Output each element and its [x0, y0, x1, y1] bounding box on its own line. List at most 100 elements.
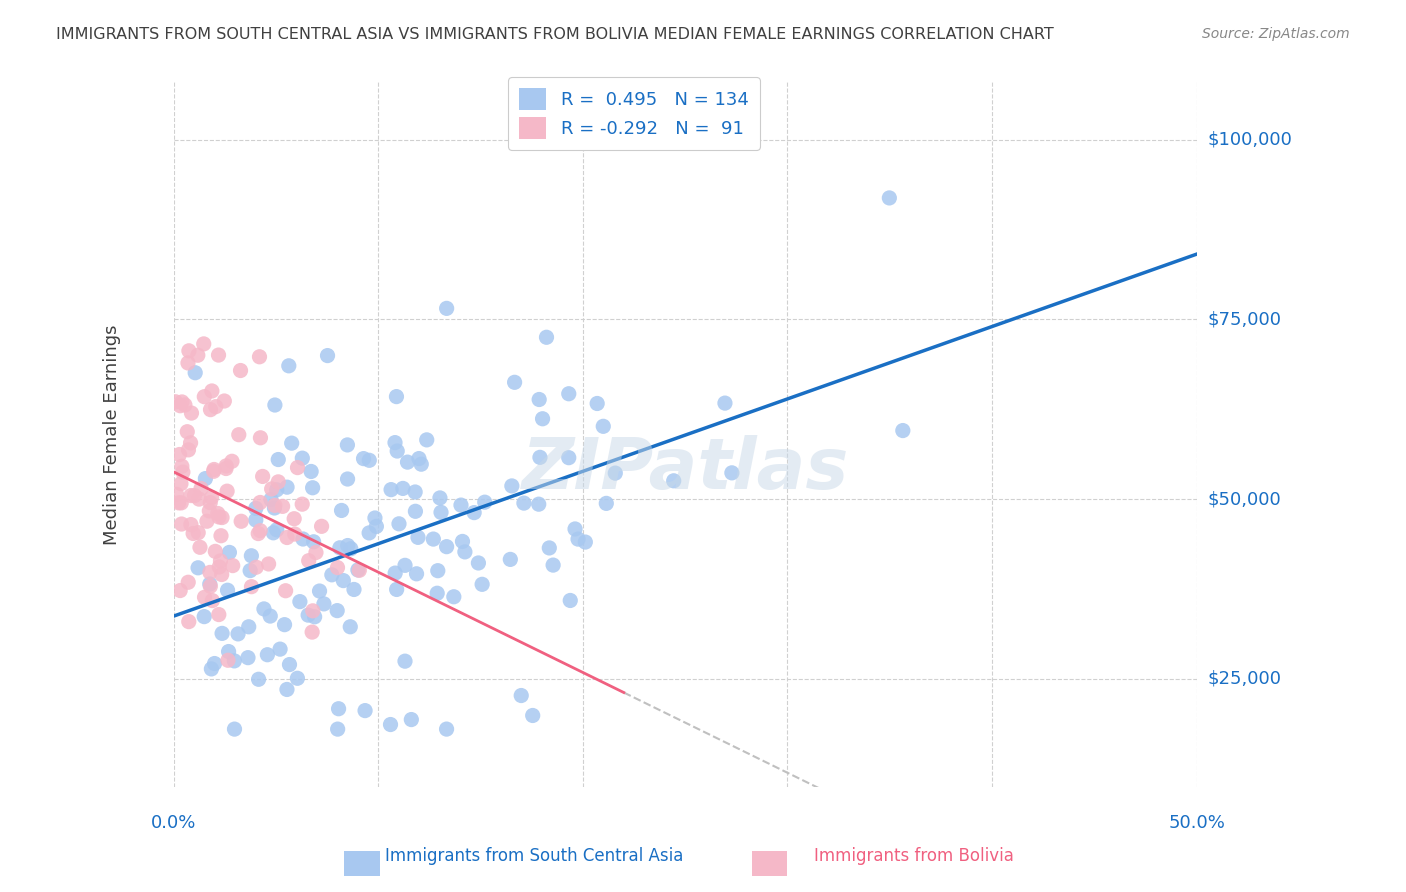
Point [193, 337, 215, 351]
Point [200, 402, 222, 417]
Point [422, 532, 444, 546]
Point [170, 395, 193, 409]
Point [262, 525, 284, 540]
Point [536, 330, 558, 344]
Point [380, 483, 402, 497]
Point [278, 657, 301, 672]
Point [394, 558, 416, 573]
Point [343, 582, 366, 597]
Point [353, 451, 375, 466]
Point [263, 501, 285, 516]
Point [291, 497, 314, 511]
Point [215, 461, 238, 475]
Point [273, 617, 295, 632]
Point [349, 563, 371, 577]
Point [200, 491, 222, 505]
Point [538, 541, 561, 555]
Point [264, 398, 287, 412]
Point [879, 191, 901, 205]
Point [430, 505, 453, 519]
Point [384, 435, 406, 450]
Point [211, 510, 233, 524]
Point [187, 561, 209, 575]
Point [406, 530, 429, 544]
Point [208, 510, 231, 524]
Point [396, 455, 419, 469]
Point [450, 498, 472, 512]
Point [222, 558, 245, 573]
Point [208, 607, 231, 622]
Point [336, 438, 359, 452]
Point [180, 517, 202, 532]
Point [359, 525, 381, 540]
Point [429, 491, 451, 505]
Point [198, 566, 221, 580]
Point [207, 507, 229, 521]
Point [257, 557, 280, 571]
Point [177, 442, 200, 457]
Point [177, 343, 200, 358]
Point [721, 466, 744, 480]
Point [238, 620, 260, 634]
Point [336, 472, 359, 486]
Point [266, 523, 288, 537]
Point [183, 489, 205, 503]
Text: 50.0%: 50.0% [1168, 814, 1225, 832]
Point [207, 348, 229, 362]
Point [291, 532, 314, 546]
Point [297, 608, 319, 623]
Point [209, 554, 232, 568]
Point [188, 541, 211, 555]
Point [198, 577, 221, 591]
Text: IMMIGRANTS FROM SOUTH CENTRAL ASIA VS IMMIGRANTS FROM BOLIVIA MEDIAN FEMALE EARN: IMMIGRANTS FROM SOUTH CENTRAL ASIA VS IM… [56, 27, 1054, 42]
Point [245, 560, 267, 574]
Point [513, 496, 536, 510]
Point [329, 541, 352, 555]
Point [316, 349, 339, 363]
Point [169, 448, 191, 462]
Point [187, 525, 209, 540]
Point [204, 657, 226, 671]
Point [169, 583, 191, 598]
Point [301, 481, 323, 495]
Text: $75,000: $75,000 [1208, 310, 1282, 328]
Point [218, 545, 240, 559]
Point [541, 558, 564, 573]
Point [426, 564, 449, 578]
Point [276, 682, 298, 697]
Point [384, 566, 406, 580]
Point [326, 560, 349, 574]
Point [193, 591, 215, 605]
Text: Source: ZipAtlas.com: Source: ZipAtlas.com [1202, 27, 1350, 41]
Point [305, 545, 328, 559]
Point [240, 580, 263, 594]
Point [326, 604, 349, 618]
Point [202, 464, 225, 478]
Point [531, 411, 554, 425]
Point [592, 419, 614, 434]
Point [426, 586, 449, 600]
Text: $25,000: $25,000 [1208, 670, 1282, 688]
Point [451, 534, 474, 549]
Point [385, 582, 408, 597]
Point [411, 457, 433, 471]
Point [714, 396, 737, 410]
Point [249, 431, 271, 445]
Point [522, 708, 544, 723]
Point [276, 480, 298, 494]
Point [267, 452, 290, 467]
Point [240, 549, 263, 563]
Point [266, 483, 288, 497]
Point [564, 522, 586, 536]
Point [204, 400, 226, 414]
Point [605, 466, 627, 480]
Point [283, 512, 305, 526]
Point [510, 689, 533, 703]
Point [224, 722, 246, 736]
Point [312, 597, 335, 611]
Point [211, 626, 233, 640]
Point [595, 496, 617, 510]
Point [195, 514, 218, 528]
Point [181, 526, 204, 541]
Point [184, 366, 207, 380]
